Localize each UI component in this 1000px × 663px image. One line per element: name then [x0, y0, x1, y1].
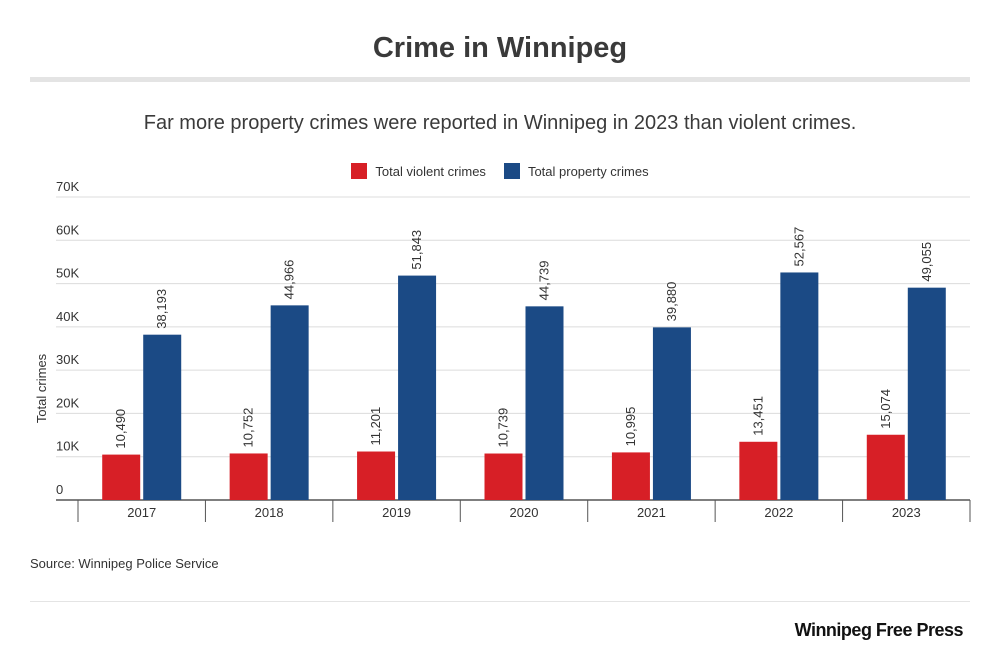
legend-label-property: Total property crimes — [527, 163, 649, 179]
data-label-property-2020: 44,739 — [537, 261, 552, 301]
x-tick-label: 2023 — [892, 505, 921, 520]
y-axis-title: Total crimes — [34, 353, 49, 423]
bar-property-2023 — [907, 287, 946, 500]
data-label-violent-2022: 13,451 — [750, 396, 765, 436]
y-tick-label: 20K — [56, 395, 79, 410]
bar-violent-2021 — [611, 452, 650, 500]
bar-violent-2023 — [866, 434, 905, 500]
x-tick-label: 2021 — [637, 505, 666, 520]
bar-violent-2017 — [102, 454, 141, 500]
data-label-violent-2021: 10,995 — [623, 407, 638, 447]
data-label-violent-2017: 10,490 — [113, 409, 128, 449]
data-label-violent-2023: 15,074 — [878, 389, 893, 429]
legend-label-violent: Total violent crimes — [375, 163, 486, 179]
y-tick-label: 10K — [56, 439, 79, 454]
chart-title: Crime in Winnipeg — [372, 32, 628, 64]
x-tick-label: 2022 — [764, 505, 793, 520]
publisher-logo: Winnipeg Free Press — [794, 620, 964, 640]
data-label-property-2022: 52,567 — [791, 227, 806, 267]
data-label-property-2023: 49,055 — [919, 242, 934, 282]
bar-property-2018 — [270, 305, 309, 500]
data-label-property-2019: 51,843 — [409, 230, 424, 270]
x-tick-label: 2018 — [255, 505, 284, 520]
legend-swatch-violent — [351, 163, 368, 179]
y-tick-label: 70K — [56, 179, 79, 194]
y-tick-label: 60K — [56, 222, 79, 237]
legend: Total violent crimes Total property crim… — [0, 163, 1000, 179]
data-label-property-2021: 39,880 — [664, 282, 679, 322]
legend-item-property[interactable]: Total property crimes — [503, 163, 649, 179]
y-tick-label: 40K — [56, 309, 79, 324]
title-divider — [30, 77, 970, 82]
legend-swatch-property — [503, 163, 520, 179]
bar-property-2022 — [780, 272, 819, 500]
y-tick-label: 50K — [56, 266, 79, 281]
bar-violent-2022 — [739, 441, 778, 500]
bar-violent-2020 — [484, 453, 523, 500]
data-label-property-2018: 44,966 — [282, 260, 297, 300]
x-tick-label: 2020 — [510, 505, 539, 520]
data-label-violent-2018: 10,752 — [241, 408, 256, 448]
bar-property-2021 — [652, 327, 691, 500]
footer-divider — [30, 601, 970, 602]
x-tick-label: 2019 — [382, 505, 411, 520]
bar-property-2017 — [143, 334, 182, 500]
bar-violent-2019 — [357, 451, 396, 500]
legend-item-violent[interactable]: Total violent crimes — [351, 163, 486, 179]
bar-property-2020 — [525, 306, 564, 500]
chart-subtitle: Far more property crimes were reported i… — [143, 112, 857, 134]
data-label-violent-2019: 11,201 — [368, 407, 383, 446]
data-label-violent-2020: 10,739 — [496, 408, 511, 448]
source-note: Source: Winnipeg Police Service — [30, 556, 219, 571]
data-label-property-2017: 38,193 — [154, 289, 169, 329]
bar-violent-2018 — [229, 453, 268, 500]
y-tick-label: 30K — [56, 352, 79, 367]
y-tick-label: 0 — [56, 482, 63, 497]
bar-property-2019 — [398, 275, 437, 500]
x-tick-label: 2017 — [127, 505, 156, 520]
